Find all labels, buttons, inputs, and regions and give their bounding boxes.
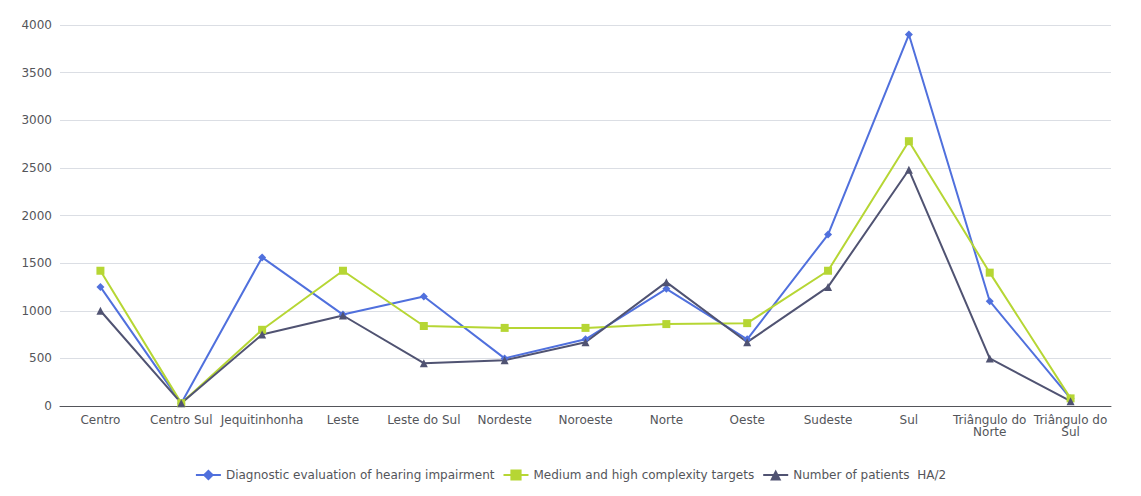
svg-text:Number of patients HA/2: Number of patients HA/2 xyxy=(793,468,946,482)
svg-text:2000: 2000 xyxy=(21,209,52,223)
svg-text:Medium and high complexity tar: Medium and high complexity targets xyxy=(533,468,754,482)
svg-text:Leste: Leste xyxy=(327,413,359,427)
svg-text:2500: 2500 xyxy=(21,161,52,175)
svg-text:500: 500 xyxy=(29,351,52,365)
svg-text:Jequitinhonha: Jequitinhonha xyxy=(220,413,304,427)
svg-text:1000: 1000 xyxy=(21,304,52,318)
svg-text:Triângulo do: Triângulo do xyxy=(953,413,1027,427)
svg-text:Noroeste: Noroeste xyxy=(558,413,612,427)
svg-text:4000: 4000 xyxy=(21,18,52,32)
svg-text:Norte: Norte xyxy=(650,413,683,427)
svg-text:Triângulo do: Triângulo do xyxy=(1033,413,1108,427)
svg-text:1500: 1500 xyxy=(21,256,52,270)
svg-text:3000: 3000 xyxy=(21,113,52,127)
svg-text:Centro Sul: Centro Sul xyxy=(150,413,212,427)
svg-text:Nordeste: Nordeste xyxy=(477,413,531,427)
svg-text:Sul: Sul xyxy=(1061,425,1080,439)
svg-text:Diagnostic evaluation of heari: Diagnostic evaluation of hearing impairm… xyxy=(226,468,495,482)
svg-text:0: 0 xyxy=(44,399,52,413)
svg-text:Centro: Centro xyxy=(80,413,120,427)
svg-text:Sul: Sul xyxy=(900,413,919,427)
svg-text:Leste do Sul: Leste do Sul xyxy=(387,413,460,427)
svg-text:Norte: Norte xyxy=(973,425,1006,439)
svg-text:Sudeste: Sudeste xyxy=(804,413,853,427)
svg-text:Oeste: Oeste xyxy=(730,413,765,427)
svg-text:3500: 3500 xyxy=(21,66,52,80)
